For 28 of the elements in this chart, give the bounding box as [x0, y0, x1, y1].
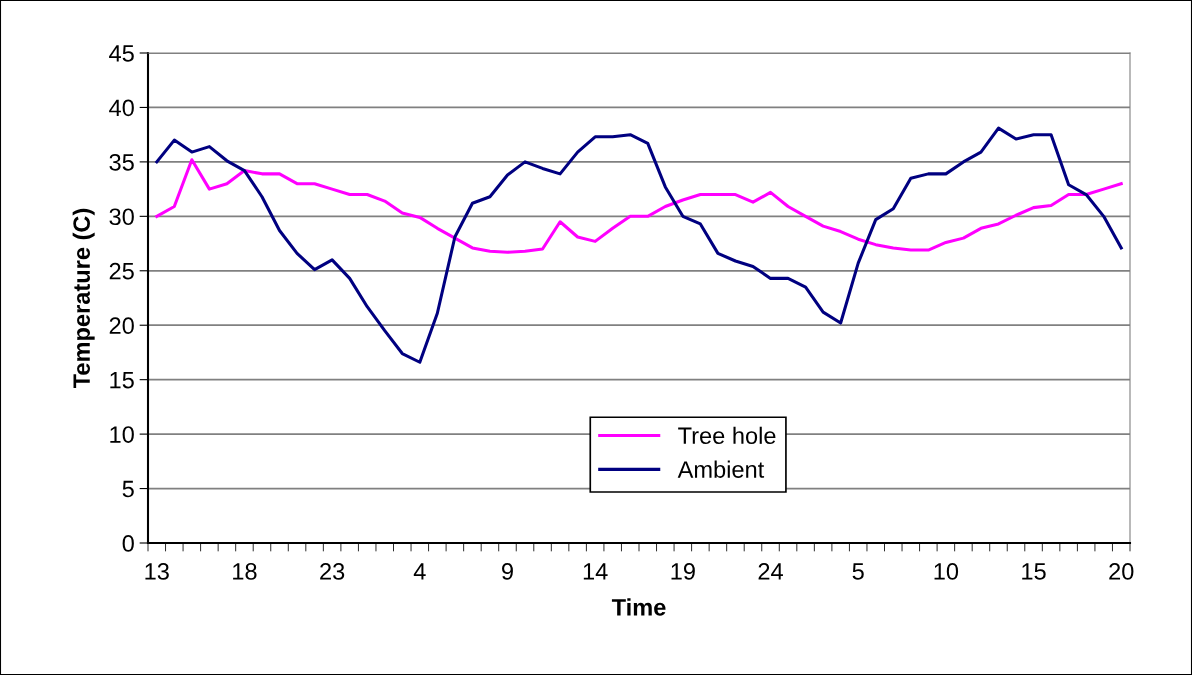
x-tick-label: 15	[1022, 563, 1046, 580]
y-axis-title: Temperature (C)	[72, 208, 95, 389]
x-tick-label: 13	[145, 563, 169, 580]
line-series	[155, 158, 1123, 254]
x-tick-label: 18	[233, 563, 257, 580]
x-tick-label: 20	[1109, 563, 1134, 580]
x-tick-label: 24	[758, 563, 783, 580]
x-tick-label: 4	[413, 563, 426, 580]
y-tick-label: 35	[109, 153, 134, 171]
y-tick-label: 5	[122, 480, 134, 498]
x-tick-label: 10	[934, 563, 959, 580]
x-tick-label: 19	[671, 563, 695, 580]
y-tick-label: 25	[109, 262, 134, 280]
x-tick-label: 14	[583, 563, 608, 580]
x-axis-title: Time	[611, 598, 666, 616]
x-tick-label: 5	[852, 563, 864, 580]
y-tick-label: 15	[110, 371, 134, 389]
y-tick-label: 20	[109, 317, 134, 335]
y-tick-label: 0	[122, 535, 134, 552]
y-tick-label: 40	[109, 99, 134, 117]
y-tick-label: 45	[109, 45, 134, 62]
x-tick-label: 23	[320, 563, 345, 580]
line-series	[155, 126, 1123, 364]
x-tick-label: 9	[502, 563, 513, 580]
legend-label: Tree hole	[678, 426, 776, 445]
y-tick-label: 30	[109, 208, 134, 226]
y-tick-label: 10	[110, 426, 134, 443]
legend-label: Ambient	[677, 460, 765, 478]
